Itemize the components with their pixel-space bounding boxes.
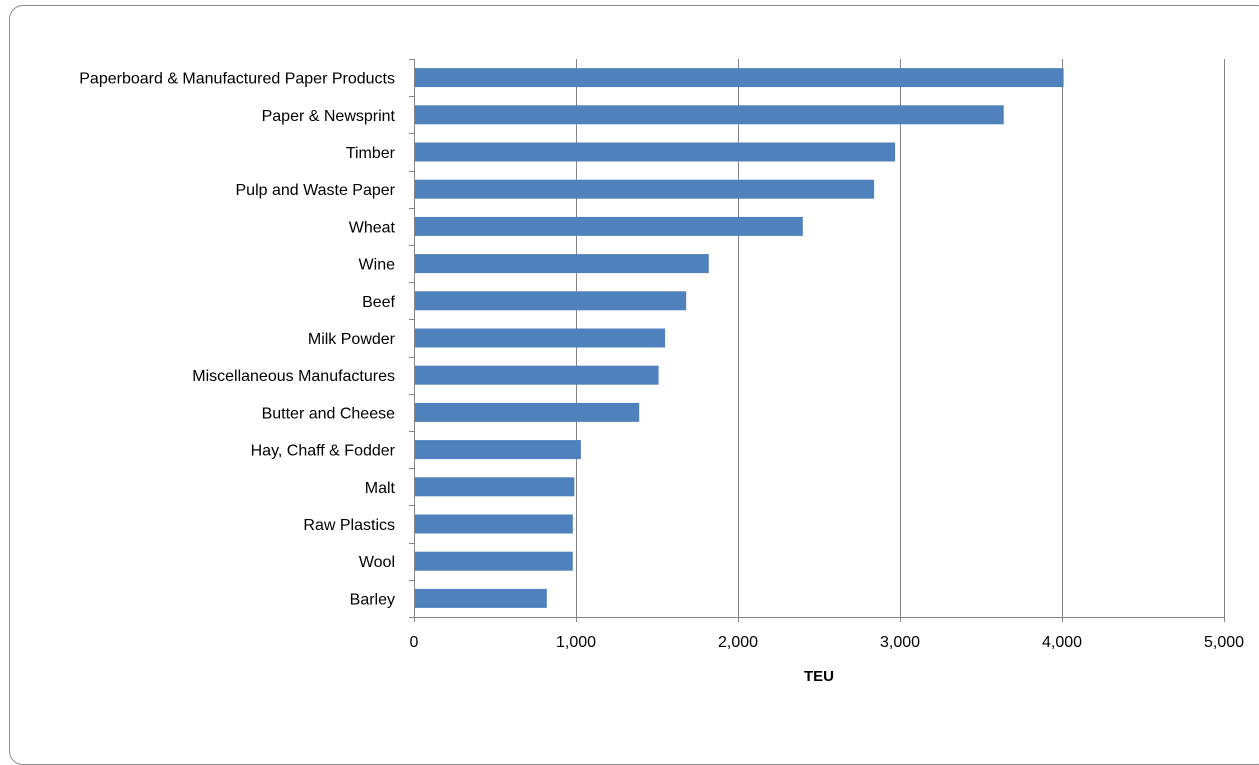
bar (415, 216, 803, 236)
bar (415, 328, 666, 348)
bar (415, 142, 896, 162)
bar (415, 68, 1064, 88)
category-label: Butter and Cheese (262, 405, 396, 422)
category-label: Miscellaneous Manufactures (192, 368, 395, 385)
bar (415, 365, 659, 385)
bar (415, 402, 640, 422)
category-label: Barley (350, 591, 395, 608)
x-tick-label: 4,000 (1042, 634, 1082, 651)
x-tick-label: 3,000 (880, 634, 920, 651)
category-label: Raw Plastics (303, 517, 395, 534)
category-label: Wheat (349, 219, 396, 236)
category-label: Malt (365, 480, 396, 497)
bar (415, 179, 875, 199)
bar (415, 291, 687, 311)
bar (415, 588, 547, 608)
bar (415, 440, 581, 460)
bar (415, 514, 573, 534)
category-label: Pulp and Waste Paper (236, 182, 396, 199)
x-tick-label: 1,000 (556, 634, 596, 651)
bar (415, 254, 709, 274)
bars (415, 68, 1064, 608)
category-label: Paper & Newsprint (262, 108, 396, 125)
axes (409, 59, 1225, 622)
category-label: Paperboard & Manufactured Paper Products (79, 71, 395, 88)
category-label: Wool (359, 554, 395, 571)
bar (415, 105, 1004, 125)
category-labels: Paperboard & Manufactured Paper Products… (79, 71, 395, 609)
x-tick-label: 2,000 (718, 634, 758, 651)
bar (415, 551, 573, 571)
bar (415, 477, 575, 497)
x-axis-title: TEU (804, 668, 834, 685)
category-label: Hay, Chaff & Fodder (251, 443, 396, 460)
chart-frame (9, 5, 1259, 765)
category-label: Timber (346, 145, 396, 162)
x-tick-label: 0 (410, 634, 419, 651)
category-label: Wine (359, 257, 396, 274)
x-tick-label: 5,000 (1204, 634, 1244, 651)
x-tick-labels: 0 1,000 2,000 3,000 4,000 5,000 (410, 634, 1245, 651)
category-label: Milk Powder (308, 331, 396, 348)
category-label: Beef (362, 294, 395, 311)
